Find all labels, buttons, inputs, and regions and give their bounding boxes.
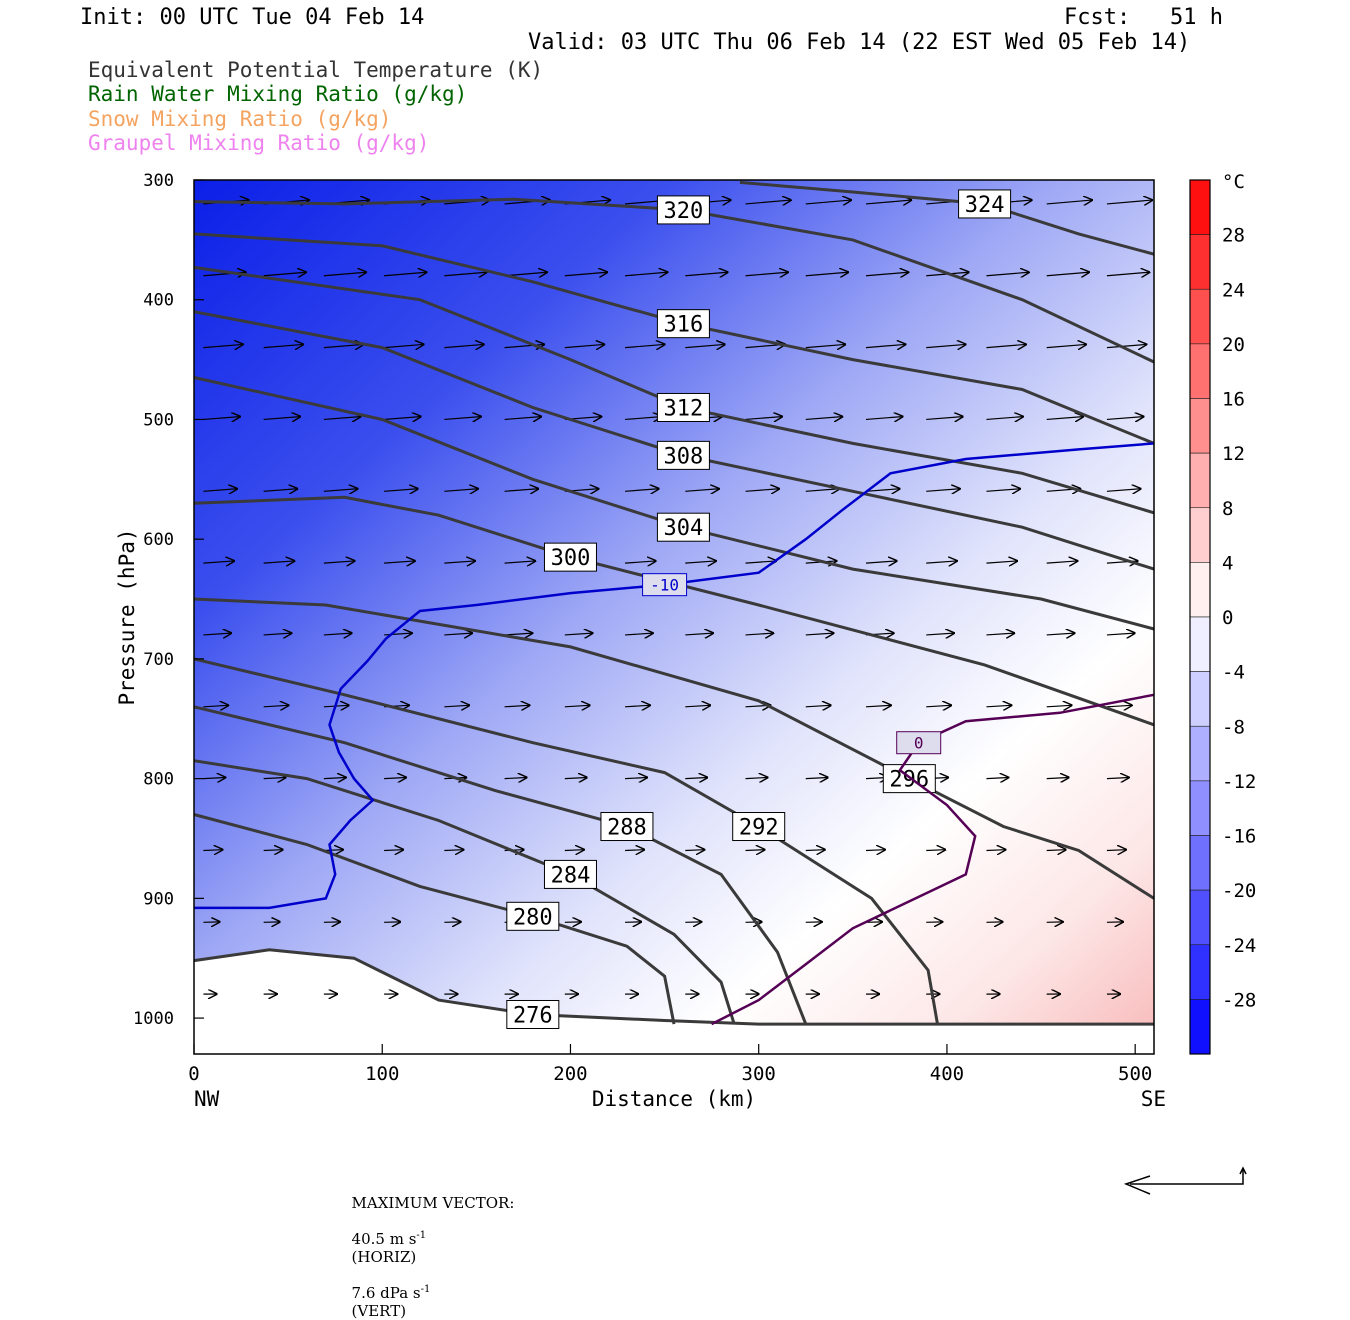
- max-vector-arrow-icon: [1126, 1168, 1246, 1194]
- temperature-label: 0: [914, 734, 924, 753]
- y-tick-label: 500: [143, 410, 174, 430]
- y-tick-label: 600: [143, 530, 174, 550]
- colorbar-tick-label: 0: [1222, 607, 1233, 629]
- colorbar-tick-label: -28: [1222, 989, 1256, 1011]
- colorbar-segment: [1190, 508, 1210, 563]
- colorbar-segment: [1190, 836, 1210, 891]
- temperature-label: -10: [650, 576, 679, 595]
- contour-label: 304: [664, 516, 704, 541]
- colorbar-tick-label: -12: [1222, 771, 1256, 793]
- colorbar-tick-label: -20: [1222, 880, 1256, 902]
- x-tick-label: 400: [930, 1063, 964, 1085]
- colorbar-segment: [1190, 235, 1210, 290]
- y-tick-label: 700: [143, 650, 174, 670]
- colorbar-tick-label: 8: [1222, 498, 1233, 520]
- x-tick-label: 100: [365, 1063, 399, 1085]
- x-right-label: SE: [1141, 1087, 1166, 1111]
- y-tick-label: 300: [143, 171, 174, 191]
- colorbar-segment: [1190, 890, 1210, 945]
- y-tick-label: 900: [143, 889, 174, 909]
- vert-value: 7.6 dPa s: [352, 1284, 421, 1302]
- horiz-value: 40.5 m s: [352, 1230, 417, 1248]
- max-vector-label: MAXIMUM VECTOR:: [352, 1194, 515, 1212]
- x-tick-label: 200: [553, 1063, 587, 1085]
- x-tick-label: 0: [188, 1063, 199, 1085]
- y-axis-label: Pressure (hPa): [115, 528, 139, 705]
- colorbar-segment: [1190, 781, 1210, 836]
- colorbar-segment: [1190, 289, 1210, 344]
- wind-vector: [1047, 850, 1066, 851]
- contour-label: 312: [664, 396, 704, 421]
- wind-vector: [685, 850, 704, 851]
- colorbar-segment: [1190, 999, 1210, 1054]
- colorbar-segment: [1190, 617, 1210, 672]
- colorbar-segment: [1190, 180, 1210, 235]
- wind-vector: [1107, 850, 1126, 851]
- contour-label: 300: [551, 546, 591, 571]
- wind-vector: [384, 850, 403, 851]
- x-tick-label: 500: [1118, 1063, 1152, 1085]
- wind-vector: [986, 850, 1005, 851]
- x-axis-label: Distance (km): [592, 1087, 756, 1111]
- x-tick-label: 300: [742, 1063, 776, 1085]
- colorbar-unit: °C: [1222, 171, 1245, 193]
- x-left-label: NW: [194, 1087, 220, 1111]
- wind-vector: [866, 850, 885, 851]
- wind-vector: [203, 850, 222, 851]
- colorbar-tick-label: 24: [1222, 279, 1245, 301]
- colorbar-segment: [1190, 399, 1210, 454]
- wind-vector: [264, 850, 283, 851]
- colorbar-tick-label: 12: [1222, 443, 1245, 465]
- colorbar-segment: [1190, 562, 1210, 617]
- colorbar-tick-label: -24: [1222, 935, 1256, 957]
- colorbar-tick-label: -8: [1222, 716, 1245, 738]
- colorbar-segment: [1190, 672, 1210, 727]
- max-vector-footer: MAXIMUM VECTOR: 40.5 m s-1 (HORIZ) 7.6 d…: [342, 1176, 514, 1320]
- y-tick-label: 800: [143, 770, 174, 790]
- colorbar-segment: [1190, 726, 1210, 781]
- colorbar-tick-label: 28: [1222, 225, 1245, 247]
- wind-vector: [746, 850, 765, 851]
- contour-label: 308: [664, 444, 704, 469]
- y-tick-label: 1000: [133, 1009, 174, 1029]
- colorbar-tick-label: -16: [1222, 826, 1256, 848]
- colorbar-tick-label: -4: [1222, 662, 1245, 684]
- colorbar-tick-label: 16: [1222, 389, 1245, 411]
- contour-label: 288: [607, 816, 647, 841]
- horiz-unit: (HORIZ): [352, 1248, 417, 1266]
- contour-label: 284: [551, 863, 591, 888]
- horiz-exponent: -1: [416, 1230, 426, 1241]
- contour-label: 320: [664, 199, 704, 224]
- contour-label: 316: [664, 313, 704, 338]
- vert-unit: (VERT): [352, 1302, 407, 1320]
- colorbar-tick-label: 4: [1222, 552, 1233, 574]
- colorbar-segment: [1190, 945, 1210, 1000]
- colorbar-segment: [1190, 453, 1210, 508]
- wind-vector: [565, 850, 584, 851]
- contour-label: 292: [739, 816, 779, 841]
- wind-vector: [625, 850, 644, 851]
- contour-label: 276: [513, 1003, 553, 1028]
- wind-vector: [926, 850, 945, 851]
- colorbar-segment: [1190, 344, 1210, 399]
- y-tick-label: 400: [143, 291, 174, 311]
- colorbar-tick-label: 20: [1222, 334, 1245, 356]
- wind-vector: [444, 850, 463, 851]
- wind-vector: [806, 850, 825, 851]
- contour-label: 280: [513, 905, 553, 930]
- vert-exponent: -1: [421, 1284, 431, 1295]
- contour-label: 324: [965, 193, 1005, 218]
